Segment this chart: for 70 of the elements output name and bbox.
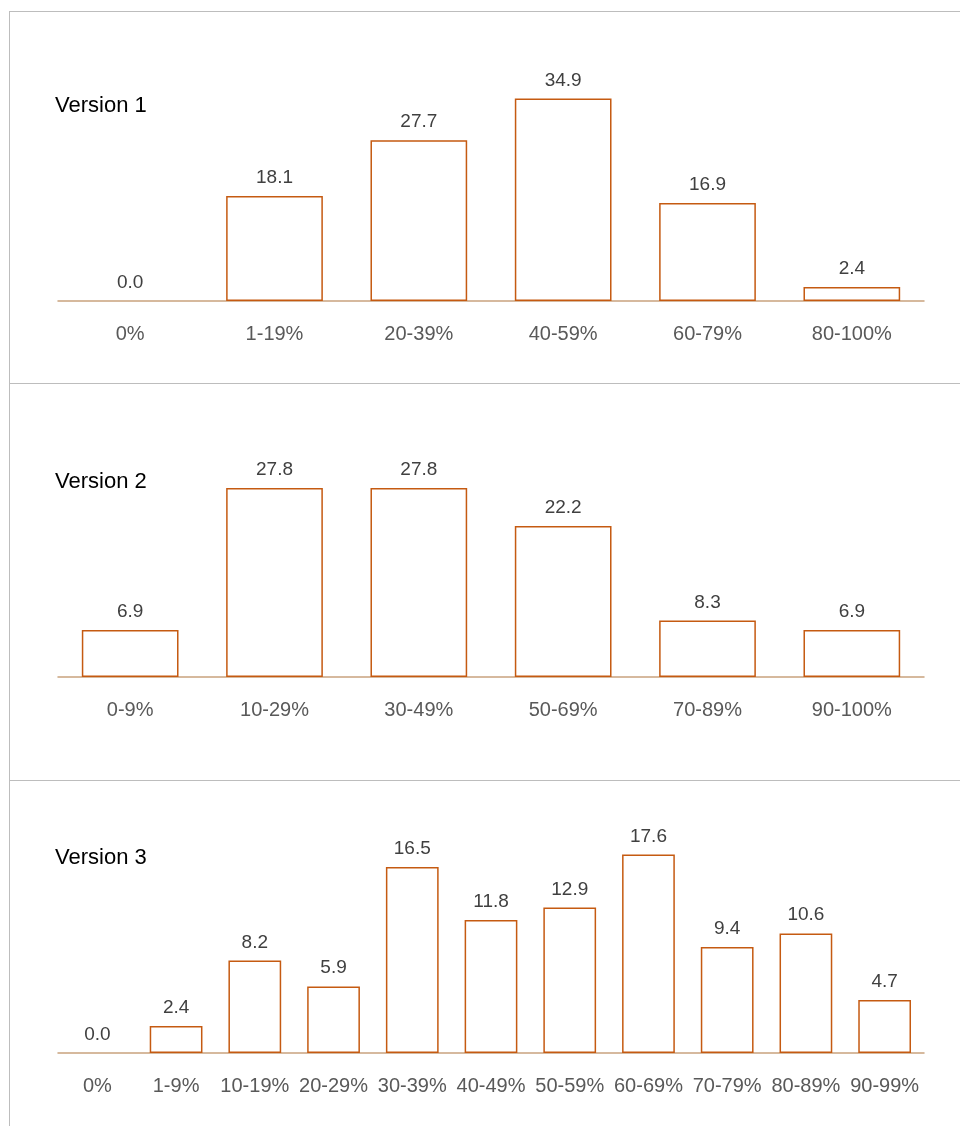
x-tick-label: 10-19% — [220, 1074, 290, 1096]
data-label: 16.9 — [689, 172, 726, 194]
data-label: 11.8 — [473, 889, 509, 911]
bar — [226, 487, 323, 677]
bar — [514, 526, 612, 677]
bar — [464, 919, 518, 1053]
x-tick-label: 1-19% — [245, 322, 304, 344]
bar — [370, 487, 468, 677]
x-tick-label: 70-89% — [673, 698, 743, 720]
x-tick-label: 40-59% — [528, 322, 598, 344]
data-label: 10.6 — [787, 903, 825, 925]
chart-title: Version 2 — [55, 467, 147, 493]
bar — [228, 960, 282, 1053]
bar — [81, 630, 179, 677]
x-tick-label: 30-49% — [384, 698, 454, 720]
data-label: 9.4 — [713, 916, 741, 938]
data-label: 2.4 — [838, 257, 866, 279]
data-label: 6.9 — [116, 600, 144, 622]
bar — [149, 1025, 203, 1053]
x-tick-label: 60-69% — [613, 1074, 684, 1096]
bar — [370, 140, 468, 301]
x-tick-label: 60-79% — [673, 322, 743, 344]
bar — [659, 620, 756, 677]
bar — [514, 98, 612, 301]
x-tick-label: 0% — [82, 1074, 113, 1096]
x-tick-label: 10-29% — [240, 698, 310, 720]
x-tick-label: 20-29% — [299, 1074, 369, 1096]
x-tick-label: 70-79% — [692, 1074, 762, 1096]
data-label: 8.3 — [694, 590, 721, 612]
bar — [307, 986, 360, 1053]
x-tick-label: 1-9% — [152, 1074, 200, 1096]
data-label: 0.0 — [84, 1023, 111, 1044]
data-label: 27.7 — [400, 110, 438, 132]
data-label: 18.1 — [256, 166, 293, 188]
x-tick-label: 40-49% — [456, 1074, 526, 1096]
bar — [385, 866, 439, 1053]
data-label: 27.8 — [256, 457, 293, 479]
x-tick-label: 20-39% — [384, 322, 454, 344]
chart-title: Version 3 — [55, 843, 147, 869]
data-label: 22.2 — [544, 496, 582, 518]
x-tick-label: 50-69% — [528, 698, 598, 720]
data-label: 6.9 — [838, 600, 866, 622]
data-label: 12.9 — [551, 877, 589, 899]
x-tick-label: 0-9% — [106, 698, 154, 720]
data-label: 5.9 — [320, 956, 347, 978]
bar — [659, 202, 756, 301]
data-label: 8.2 — [241, 930, 269, 952]
data-label: 0.0 — [116, 271, 144, 292]
x-tick-label: 90-100% — [811, 698, 893, 720]
x-tick-label: 80-100% — [811, 322, 893, 344]
x-tick-label: 80-89% — [771, 1074, 841, 1096]
data-label: 2.4 — [162, 995, 190, 1017]
bar — [803, 287, 901, 301]
x-tick-label: 90-99% — [850, 1074, 920, 1096]
bar — [779, 933, 833, 1053]
bar — [803, 630, 901, 677]
x-tick-label: 30-39% — [377, 1074, 447, 1096]
data-label: 17.6 — [629, 824, 667, 846]
data-label: 34.9 — [544, 68, 582, 90]
data-label: 4.7 — [871, 969, 898, 991]
data-label: 16.5 — [393, 836, 431, 858]
x-tick-label: 0% — [115, 322, 145, 344]
bar — [226, 196, 323, 301]
x-tick-label: 50-59% — [535, 1074, 605, 1096]
data-label: 27.8 — [400, 457, 438, 479]
bar — [622, 854, 675, 1053]
bar — [543, 907, 597, 1053]
bar — [700, 946, 754, 1053]
bar — [858, 999, 912, 1053]
chart-title: Version 1 — [55, 91, 147, 117]
